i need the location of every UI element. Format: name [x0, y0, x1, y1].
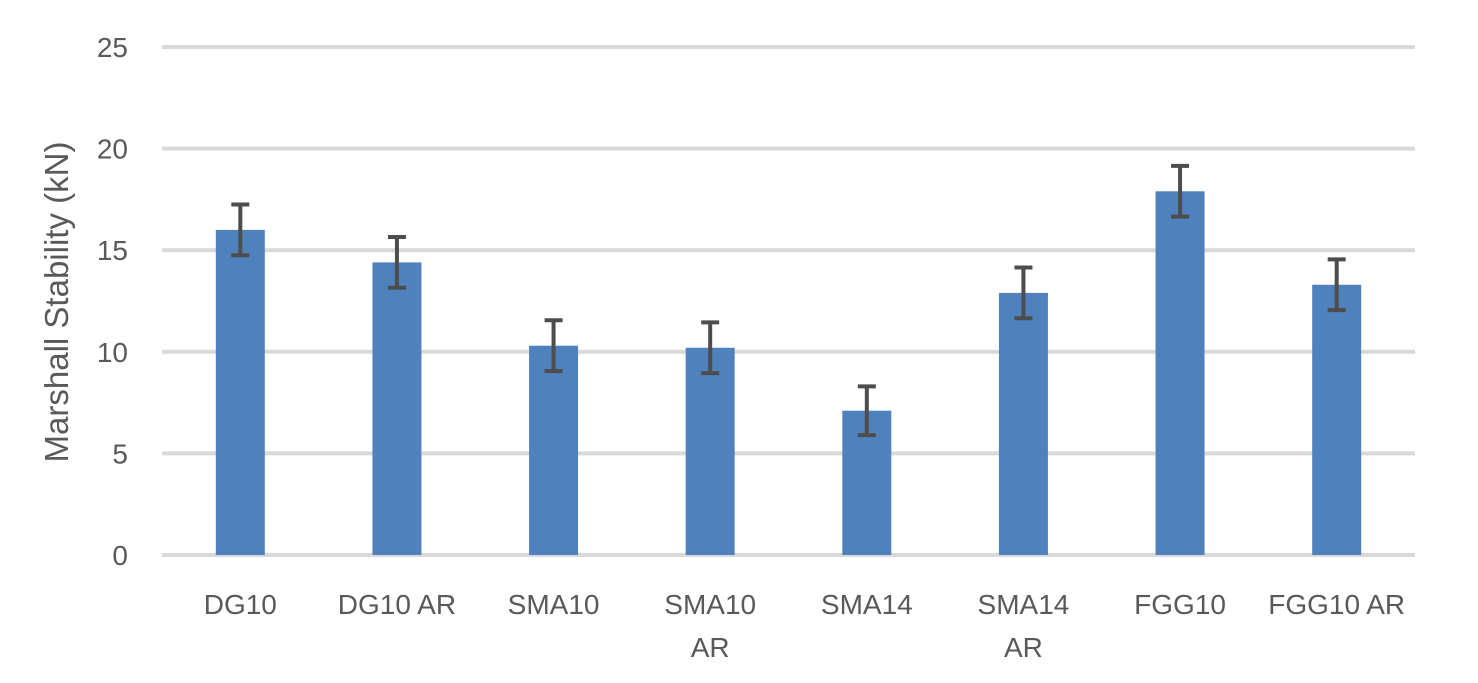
x-tick-label: DG10: [204, 589, 277, 620]
bar-2: [529, 345, 579, 555]
error-bar-5: [1014, 265, 1033, 321]
bars: [215, 191, 1362, 555]
bar-1: [372, 262, 422, 555]
x-axis-tick-labels: DG10 DG10 AR SMA10 SMA10 AR SMA14 SMA14 AR FGG10…: [204, 589, 1405, 663]
x-tick-label-line: SMA14: [821, 589, 913, 620]
y-tick-label: 15: [97, 235, 128, 266]
x-tick-label-line: SMA10: [508, 589, 600, 620]
x-tick-label: SMA10 AR: [664, 589, 756, 663]
error-bar-2: [544, 318, 563, 374]
bar-7: [1312, 284, 1362, 555]
y-tick-label: 20: [97, 134, 128, 165]
error-bar-3: [701, 320, 720, 376]
x-tick-label: DG10 AR: [338, 589, 456, 620]
bar-5: [998, 292, 1048, 555]
x-tick-label: SMA14: [821, 589, 913, 620]
y-tick-label: 10: [97, 337, 128, 368]
error-bar-4: [857, 384, 876, 438]
bar-6: [1155, 191, 1205, 555]
gridlines: [162, 45, 1415, 557]
x-tick-label: SMA14 AR: [978, 589, 1070, 663]
x-tick-label-line: AR: [691, 632, 730, 663]
y-tick-label: 0: [112, 540, 128, 571]
error-bar-7: [1327, 257, 1346, 313]
y-tick-label: 25: [97, 32, 128, 63]
bar-3: [685, 347, 735, 555]
error-bar-0: [231, 202, 250, 258]
bar-0: [215, 229, 265, 555]
y-axis-tick-labels: 0 5 10 15 20 25: [97, 32, 128, 571]
x-tick-label-line: DG10: [204, 589, 277, 620]
y-axis-title: Marshall Stability (kN): [38, 142, 75, 463]
x-tick-label-line: SMA14: [978, 589, 1070, 620]
x-tick-label: FGG10: [1134, 589, 1226, 620]
error-bars: [231, 163, 1346, 438]
x-tick-label: FGG10 AR: [1268, 589, 1405, 620]
x-tick-label-line: AR: [1004, 632, 1043, 663]
x-tick-label-line: SMA10: [664, 589, 756, 620]
x-tick-label: SMA10: [508, 589, 600, 620]
error-bar-6: [1171, 163, 1190, 219]
x-tick-label-line: FGG10 AR: [1268, 589, 1405, 620]
x-tick-label-line: DG10 AR: [338, 589, 456, 620]
y-tick-label: 5: [112, 438, 128, 469]
x-tick-label-line: FGG10: [1134, 589, 1226, 620]
error-bar-1: [387, 234, 406, 290]
